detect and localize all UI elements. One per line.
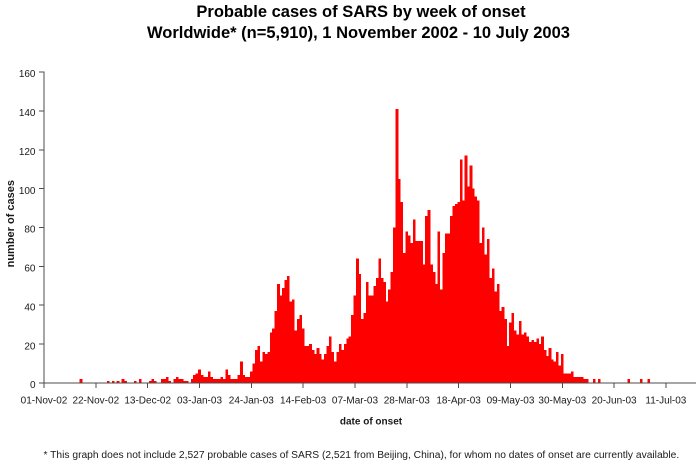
svg-text:01-Nov-02: 01-Nov-02 [21, 396, 68, 407]
svg-text:14-Feb-03: 14-Feb-03 [280, 396, 327, 407]
svg-text:20: 20 [24, 341, 36, 352]
svg-text:22-Nov-02: 22-Nov-02 [72, 396, 119, 407]
svg-text:date of onset: date of onset [340, 417, 403, 428]
svg-text:* This graph does not include: * This graph does not include 2,527 prob… [44, 450, 680, 461]
svg-text:18-Apr-03: 18-Apr-03 [436, 396, 481, 407]
svg-text:28-Mar-03: 28-Mar-03 [384, 396, 431, 407]
svg-text:20-Jun-03: 20-Jun-03 [592, 396, 637, 407]
svg-text:Worldwide* (n=5,910), 1 Novemb: Worldwide* (n=5,910), 1 November 2002 - … [147, 24, 570, 42]
svg-text:03-Jan-03: 03-Jan-03 [177, 396, 222, 407]
svg-text:60: 60 [24, 264, 36, 275]
svg-text:0: 0 [30, 380, 36, 391]
svg-text:11-Jul-03: 11-Jul-03 [645, 396, 686, 407]
svg-text:07-Mar-03: 07-Mar-03 [332, 396, 379, 407]
svg-text:09-May-03: 09-May-03 [487, 396, 535, 407]
svg-text:160: 160 [19, 69, 36, 80]
svg-text:Probable cases of SARS by week: Probable cases of SARS by week of onset [196, 3, 526, 21]
svg-text:100: 100 [19, 186, 36, 197]
svg-text:80: 80 [24, 225, 36, 236]
svg-text:30-May-03: 30-May-03 [538, 396, 586, 407]
svg-text:120: 120 [19, 147, 36, 158]
svg-text:40: 40 [24, 302, 36, 313]
svg-text:24-Jan-03: 24-Jan-03 [229, 396, 274, 407]
svg-text:140: 140 [19, 108, 36, 119]
svg-text:13-Dec-02: 13-Dec-02 [124, 396, 171, 407]
svg-text:number of cases: number of cases [5, 180, 17, 267]
